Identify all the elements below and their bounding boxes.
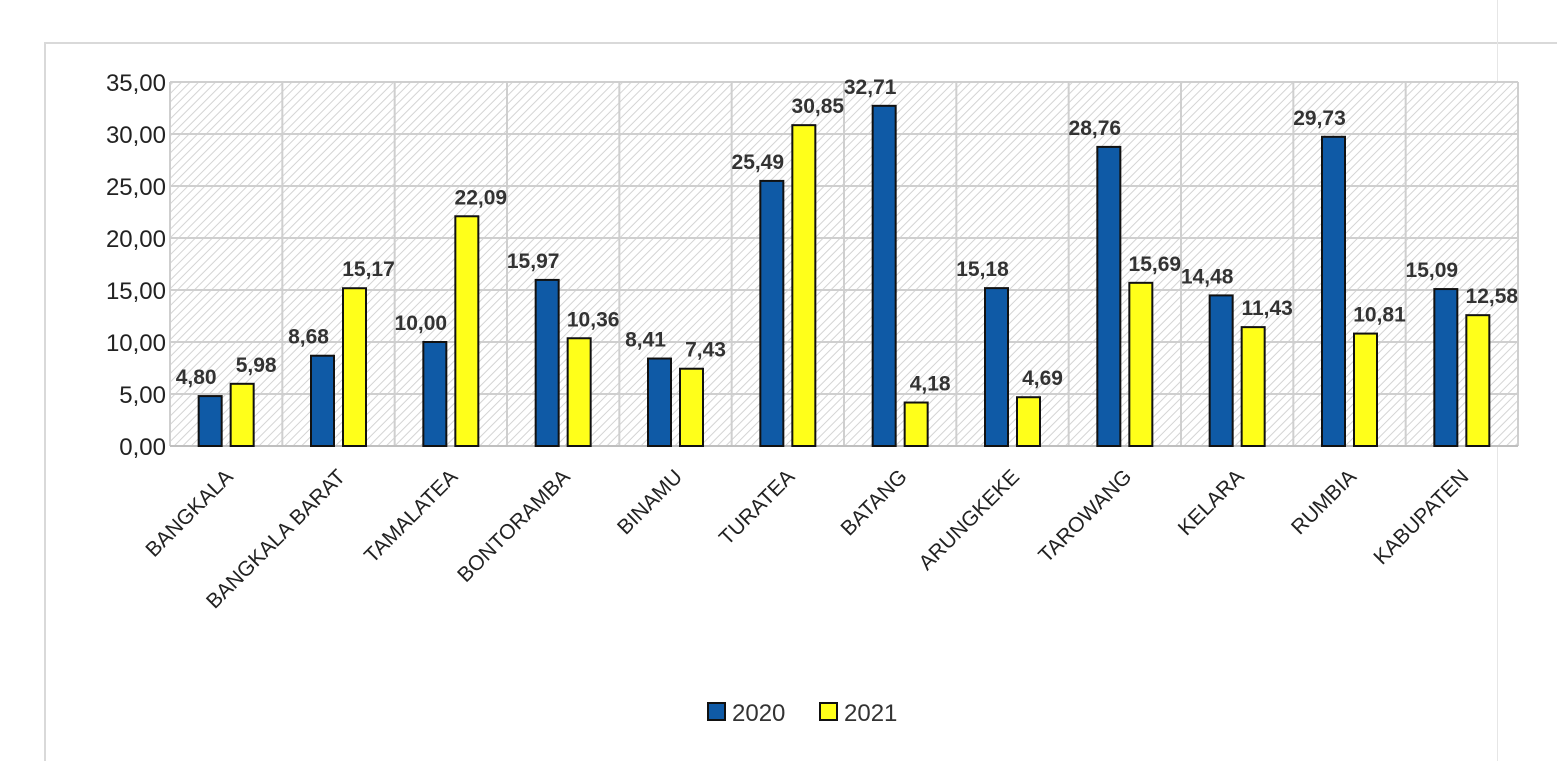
- x-category-label: TAMALATEA: [360, 465, 462, 567]
- data-label-2020: 14,48: [1181, 265, 1234, 288]
- data-label-2020: 32,71: [844, 76, 897, 99]
- y-axis: 0,00 5,00 10,00 15,00 20,00 25,00 30,00 35,00: [106, 70, 166, 461]
- bars: [197, 104, 1491, 448]
- bar-2021: [566, 337, 592, 448]
- data-label-2021: 4,69: [1022, 367, 1063, 390]
- bar-2021: [791, 124, 817, 447]
- y-tick-label: 25,00: [106, 174, 166, 201]
- data-label-2021: 7,43: [685, 339, 726, 362]
- bar-2021: [229, 382, 255, 448]
- data-label-2020: 4,80: [176, 366, 217, 389]
- data-label-2021: 12,58: [1466, 285, 1519, 308]
- x-category-label: BONTORAMBA: [453, 465, 575, 587]
- bar-2021: [454, 215, 480, 447]
- data-label-2020: 8,68: [288, 326, 329, 349]
- y-tick-label: 35,00: [106, 70, 166, 97]
- y-tick-label: 15,00: [106, 278, 166, 305]
- x-category-label: KELARA: [1174, 465, 1249, 540]
- bar-2020: [871, 104, 897, 447]
- bar-2020: [647, 357, 672, 448]
- bar-2021: [1465, 314, 1491, 447]
- y-tick-label: 30,00: [106, 122, 166, 149]
- y-tick-label: 0,00: [119, 434, 166, 461]
- data-label-2020: 8,41: [625, 329, 666, 352]
- x-category-label: ARUNGKEKE: [915, 465, 1025, 575]
- bar-2020: [1433, 288, 1459, 447]
- x-category-label: KABUPATEN: [1369, 465, 1473, 569]
- data-label-2021: 5,98: [236, 354, 277, 377]
- x-category-label: BINAMU: [613, 465, 687, 539]
- bar-2020: [310, 354, 335, 447]
- data-label-2020: 29,73: [1293, 107, 1346, 130]
- y-tick-label: 5,00: [119, 382, 166, 409]
- legend-label-2020: 2020: [732, 700, 785, 727]
- bar-2020: [197, 395, 223, 447]
- bar-2021: [1353, 332, 1378, 447]
- bar-2021: [679, 367, 704, 447]
- legend: 2020 2021: [707, 700, 897, 727]
- legend-label-2021: 2021: [844, 700, 897, 727]
- x-category-label: BANGKALA: [141, 465, 237, 561]
- data-label-2020: 15,18: [956, 258, 1009, 281]
- x-category-label: BATANG: [837, 465, 912, 540]
- data-label-2020: 15,09: [1406, 259, 1459, 282]
- legend-swatch-2020: [707, 702, 726, 721]
- data-label-2021: 11,43: [1241, 297, 1292, 320]
- data-label-2020: 15,97: [507, 250, 560, 273]
- gridlines: [169, 81, 1519, 447]
- data-label-2021: 22,09: [455, 186, 508, 209]
- data-label-2021: 30,85: [792, 95, 845, 118]
- y-tick-label: 10,00: [106, 330, 166, 357]
- data-label-2020: 28,76: [1069, 117, 1122, 140]
- data-label-2021: 4,18: [910, 373, 951, 396]
- bar-2020: [534, 278, 560, 447]
- bar-2020: [984, 287, 1009, 447]
- bar-2020: [1321, 135, 1346, 447]
- bar-2020: [1096, 145, 1122, 447]
- bar-2021: [342, 287, 367, 447]
- data-label-2021: 10,81: [1353, 304, 1406, 327]
- y-tick-label: 20,00: [106, 226, 166, 253]
- data-label-2020: 25,49: [732, 151, 785, 174]
- data-label-2021: 10,36: [567, 308, 620, 331]
- data-label-2021: 15,69: [1129, 253, 1182, 276]
- bar-2021: [1016, 396, 1041, 447]
- data-label-2020: 10,00: [395, 312, 448, 335]
- x-category-label: TAROWANG: [1034, 465, 1136, 567]
- legend-swatch-2021: [819, 702, 838, 721]
- bar-2020: [759, 179, 785, 448]
- bar-2021: [1128, 281, 1154, 447]
- data-label-2021: 15,17: [342, 258, 395, 281]
- x-category-label: TURATEA: [715, 465, 799, 549]
- bar-2021: [1240, 326, 1266, 447]
- bar-2020: [422, 341, 448, 447]
- x-category-label: RUMBIA: [1287, 465, 1361, 539]
- bar-2021: [903, 401, 929, 448]
- bar-2020: [1208, 294, 1234, 447]
- data-labels: 4,80 5,98 8,68 15,17 10,00 22,09 15,97 10,368,4…: [176, 76, 1519, 396]
